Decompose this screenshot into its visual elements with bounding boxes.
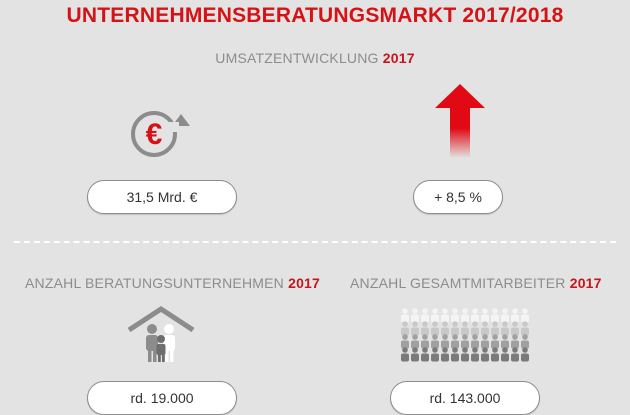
employees-year: 2017 [569,275,602,291]
page-title: UNTERNEHMENSBERATUNGSMARKT 2017/2018 [66,4,564,27]
svg-text:€: € [146,118,163,151]
employees-label: ANZAHL GESAMTMITARBEITER [350,275,566,291]
employees-section-title: ANZAHL GESAMTMITARBEITER 2017 [350,275,602,291]
up-arrow-icon [435,84,485,158]
companies-year: 2017 [288,275,321,291]
companies-value-pill: rd. 19.000 [87,381,237,415]
companies-section-title: ANZAHL BERATUNGSUNTERNEHMEN 2017 [25,275,320,291]
revenue-value-pill: 31,5 Mrd. € [87,180,237,214]
revenue-label: UMSATZENTWICKLUNG [215,50,379,66]
section-divider [14,241,616,243]
growth-value: + 8,5 % [434,189,482,205]
revenue-year: 2017 [382,50,415,66]
euro-cycle-icon: € [131,111,190,157]
employees-value: rd. 143.000 [429,390,501,406]
crowd-icon [401,308,529,362]
revenue-section-title: UMSATZENTWICKLUNG 2017 [0,50,630,66]
companies-value: rd. 19.000 [130,390,194,406]
revenue-value: 31,5 Mrd. € [126,189,198,205]
employees-value-pill: rd. 143.000 [390,381,540,415]
house-people-icon [127,306,195,362]
companies-label: ANZAHL BERATUNGSUNTERNEHMEN [25,275,284,291]
growth-value-pill: + 8,5 % [413,180,503,214]
